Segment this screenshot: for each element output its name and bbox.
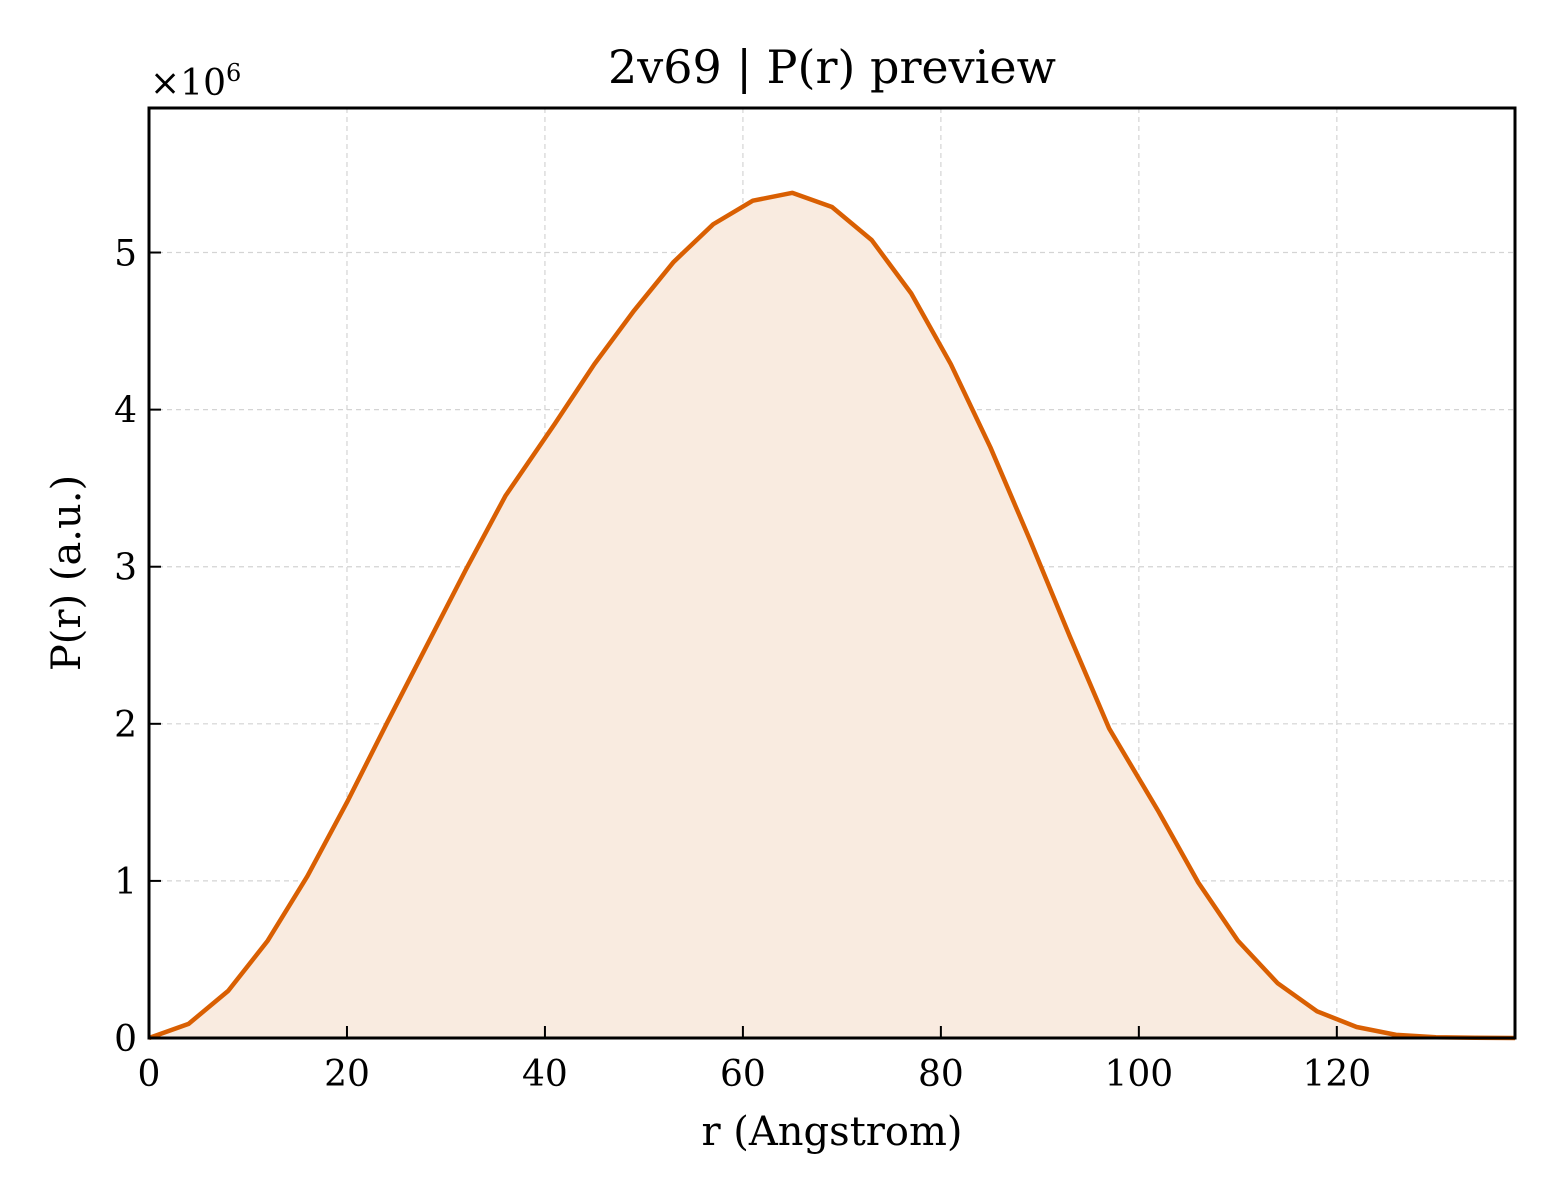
y-tick-label: 0: [114, 1019, 137, 1060]
area-fill: [149, 192, 1515, 1038]
y-axis-label: P(r) (a.u.): [44, 475, 90, 671]
y-tick-label: 2: [114, 705, 137, 746]
x-tick-label: 0: [138, 1054, 161, 1095]
y-axis-offset-exponent: 6: [226, 59, 241, 87]
y-tick-label: 1: [114, 862, 137, 903]
plot-frame: [147, 106, 1517, 1040]
y-tick-label: 5: [114, 234, 137, 275]
x-tick-label: 40: [522, 1054, 568, 1095]
y-tick-label: 4: [114, 391, 137, 432]
series-line: [148, 190, 1516, 1041]
x-tick-label: 100: [1104, 1054, 1173, 1095]
y-axis-offset: ×106: [150, 59, 241, 104]
x-tick-label: 80: [918, 1054, 964, 1095]
x-tick-label: 20: [324, 1054, 370, 1095]
x-tick-label: 60: [720, 1054, 766, 1095]
y-axis-offset-base: ×10: [150, 63, 226, 104]
y-tick-label: 3: [114, 548, 137, 589]
chart-title: 2v69 | P(r) preview: [608, 40, 1056, 94]
x-tick-label: 120: [1302, 1054, 1371, 1095]
x-axis-label: r (Angstrom): [701, 1109, 962, 1155]
